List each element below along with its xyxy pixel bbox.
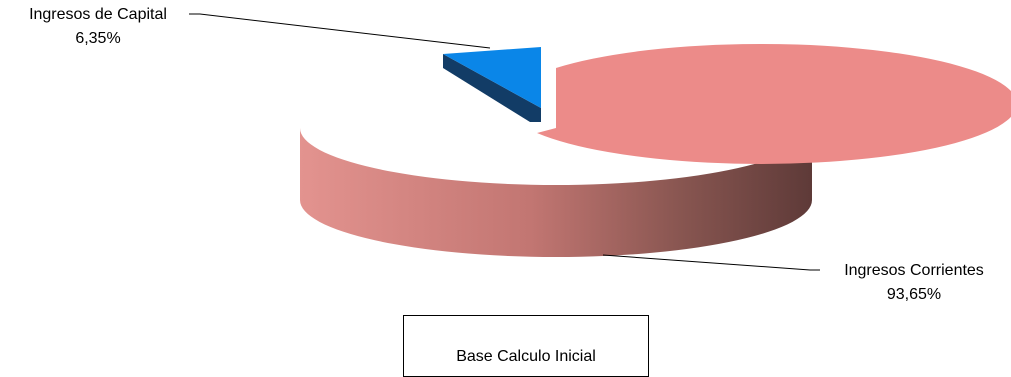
slice-ingresos-de-capital: [443, 47, 541, 108]
slice-ingresos-corrientes: [537, 43, 1011, 164]
value-ingresos-corrientes: 93,65%: [887, 286, 941, 303]
label-ingresos-de-capital: Ingresos de Capital: [29, 6, 167, 23]
leader-line-ingresos-de-capital: [189, 13, 491, 49]
slice-side-ingresos-de-capital: [443, 54, 541, 122]
legend-box: Base Calculo Inicial: [403, 315, 649, 377]
legend-title: Base Calculo Inicial: [456, 348, 596, 365]
leader-line-ingresos-corrientes: [602, 254, 820, 271]
value-ingresos-de-capital: 6,35%: [75, 30, 120, 47]
slice-side-ingresos-corrientes: [300, 128, 812, 257]
label-ingresos-corrientes: Ingresos Corrientes: [844, 262, 984, 279]
